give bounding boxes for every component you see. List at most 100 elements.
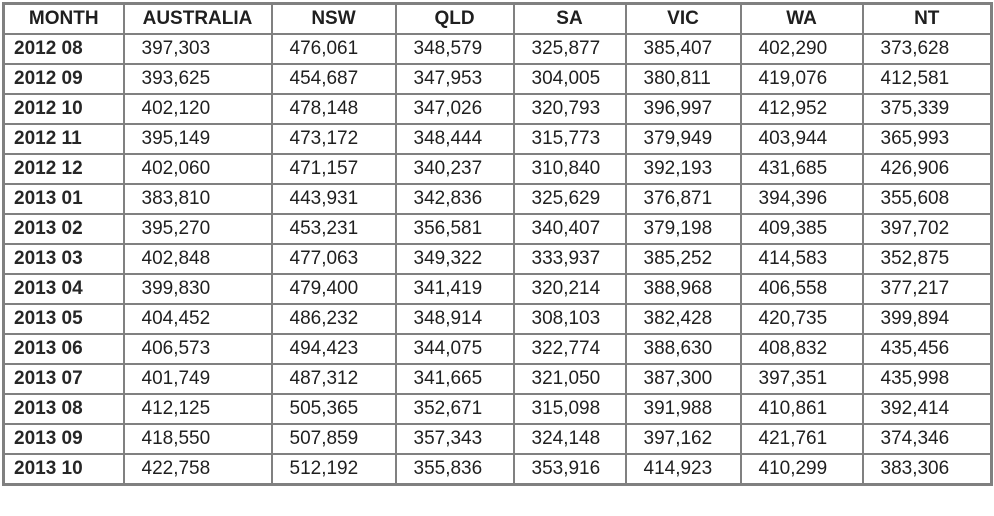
value-cell: 397,702 [861, 213, 993, 245]
table-body: 2012 08 397,303 476,061 348,579 325,877 385,4… [2, 33, 993, 486]
monthly-values-table: MONTH AUSTRALIA NSW QLD SA VIC WA NT 2012 08 397… [2, 2, 993, 486]
month-cell: 2012 08 [2, 33, 125, 65]
value-cell: 308,103 [512, 303, 627, 335]
value-cell: 473,172 [270, 123, 397, 155]
table-row: 2013 04 399,830 479,400 341,419 320,214 388,9… [2, 273, 993, 305]
value-cell: 419,076 [739, 63, 864, 95]
value-cell: 402,120 [122, 93, 273, 125]
value-cell: 399,830 [122, 273, 273, 305]
value-cell: 352,671 [394, 393, 515, 425]
value-cell: 348,444 [394, 123, 515, 155]
value-cell: 404,452 [122, 303, 273, 335]
value-cell: 431,685 [739, 153, 864, 185]
value-cell: 333,937 [512, 243, 627, 275]
value-cell: 385,252 [624, 243, 742, 275]
value-cell: 344,075 [394, 333, 515, 365]
value-cell: 374,346 [861, 423, 993, 455]
value-cell: 507,859 [270, 423, 397, 455]
value-cell: 393,625 [122, 63, 273, 95]
value-cell: 383,306 [861, 453, 993, 486]
column-header-month: MONTH [2, 2, 125, 35]
month-cell: 2013 02 [2, 213, 125, 245]
month-cell: 2013 10 [2, 453, 125, 486]
value-cell: 387,300 [624, 363, 742, 395]
value-cell: 402,290 [739, 33, 864, 65]
value-cell: 391,988 [624, 393, 742, 425]
value-cell: 395,149 [122, 123, 273, 155]
value-cell: 418,550 [122, 423, 273, 455]
column-header-nt: NT [861, 2, 993, 35]
value-cell: 321,050 [512, 363, 627, 395]
value-cell: 355,836 [394, 453, 515, 486]
value-cell: 377,217 [861, 273, 993, 305]
column-header-vic: VIC [624, 2, 742, 35]
value-cell: 402,060 [122, 153, 273, 185]
value-cell: 347,026 [394, 93, 515, 125]
value-cell: 392,414 [861, 393, 993, 425]
month-cell: 2013 01 [2, 183, 125, 215]
table-row: 2012 09 393,625 454,687 347,953 304,005 380,8… [2, 63, 993, 95]
table-row: 2012 08 397,303 476,061 348,579 325,877 385,4… [2, 33, 993, 65]
value-cell: 406,558 [739, 273, 864, 305]
value-cell: 471,157 [270, 153, 397, 185]
month-cell: 2013 03 [2, 243, 125, 275]
value-cell: 341,419 [394, 273, 515, 305]
value-cell: 383,810 [122, 183, 273, 215]
value-cell: 304,005 [512, 63, 627, 95]
value-cell: 388,968 [624, 273, 742, 305]
header-row: MONTH AUSTRALIA NSW QLD SA VIC WA NT [2, 2, 993, 35]
column-header-qld: QLD [394, 2, 515, 35]
value-cell: 410,861 [739, 393, 864, 425]
value-cell: 476,061 [270, 33, 397, 65]
table-row: 2013 01 383,810 443,931 342,836 325,629 376,8… [2, 183, 993, 215]
value-cell: 420,735 [739, 303, 864, 335]
value-cell: 397,303 [122, 33, 273, 65]
value-cell: 356,581 [394, 213, 515, 245]
value-cell: 388,630 [624, 333, 742, 365]
value-cell: 340,407 [512, 213, 627, 245]
value-cell: 322,774 [512, 333, 627, 365]
value-cell: 365,993 [861, 123, 993, 155]
table-row: 2013 03 402,848 477,063 349,322 333,937 385,2… [2, 243, 993, 275]
value-cell: 379,198 [624, 213, 742, 245]
month-cell: 2012 12 [2, 153, 125, 185]
value-cell: 401,749 [122, 363, 273, 395]
value-cell: 325,629 [512, 183, 627, 215]
month-cell: 2013 05 [2, 303, 125, 335]
month-cell: 2013 07 [2, 363, 125, 395]
value-cell: 399,894 [861, 303, 993, 335]
value-cell: 348,579 [394, 33, 515, 65]
value-cell: 341,665 [394, 363, 515, 395]
value-cell: 320,214 [512, 273, 627, 305]
column-header-wa: WA [739, 2, 864, 35]
value-cell: 478,148 [270, 93, 397, 125]
table-row: 2013 06 406,573 494,423 344,075 322,774 388,6… [2, 333, 993, 365]
value-cell: 477,063 [270, 243, 397, 275]
value-cell: 412,581 [861, 63, 993, 95]
value-cell: 435,998 [861, 363, 993, 395]
table-row: 2013 10 422,758 512,192 355,836 353,916 414,9… [2, 453, 993, 486]
value-cell: 325,877 [512, 33, 627, 65]
value-cell: 414,923 [624, 453, 742, 486]
value-cell: 409,385 [739, 213, 864, 245]
column-header-nsw: NSW [270, 2, 397, 35]
value-cell: 324,148 [512, 423, 627, 455]
value-cell: 486,232 [270, 303, 397, 335]
value-cell: 397,351 [739, 363, 864, 395]
value-cell: 454,687 [270, 63, 397, 95]
value-cell: 422,758 [122, 453, 273, 486]
value-cell: 421,761 [739, 423, 864, 455]
month-cell: 2013 08 [2, 393, 125, 425]
month-cell: 2013 04 [2, 273, 125, 305]
column-header-sa: SA [512, 2, 627, 35]
table-row: 2013 05 404,452 486,232 348,914 308,103 382,4… [2, 303, 993, 335]
value-cell: 412,952 [739, 93, 864, 125]
value-cell: 408,832 [739, 333, 864, 365]
value-cell: 396,997 [624, 93, 742, 125]
table-row: 2013 08 412,125 505,365 352,671 315,098 391,9… [2, 393, 993, 425]
month-cell: 2013 09 [2, 423, 125, 455]
value-cell: 494,423 [270, 333, 397, 365]
table-row: 2012 12 402,060 471,157 340,237 310,840 392,1… [2, 153, 993, 185]
value-cell: 395,270 [122, 213, 273, 245]
